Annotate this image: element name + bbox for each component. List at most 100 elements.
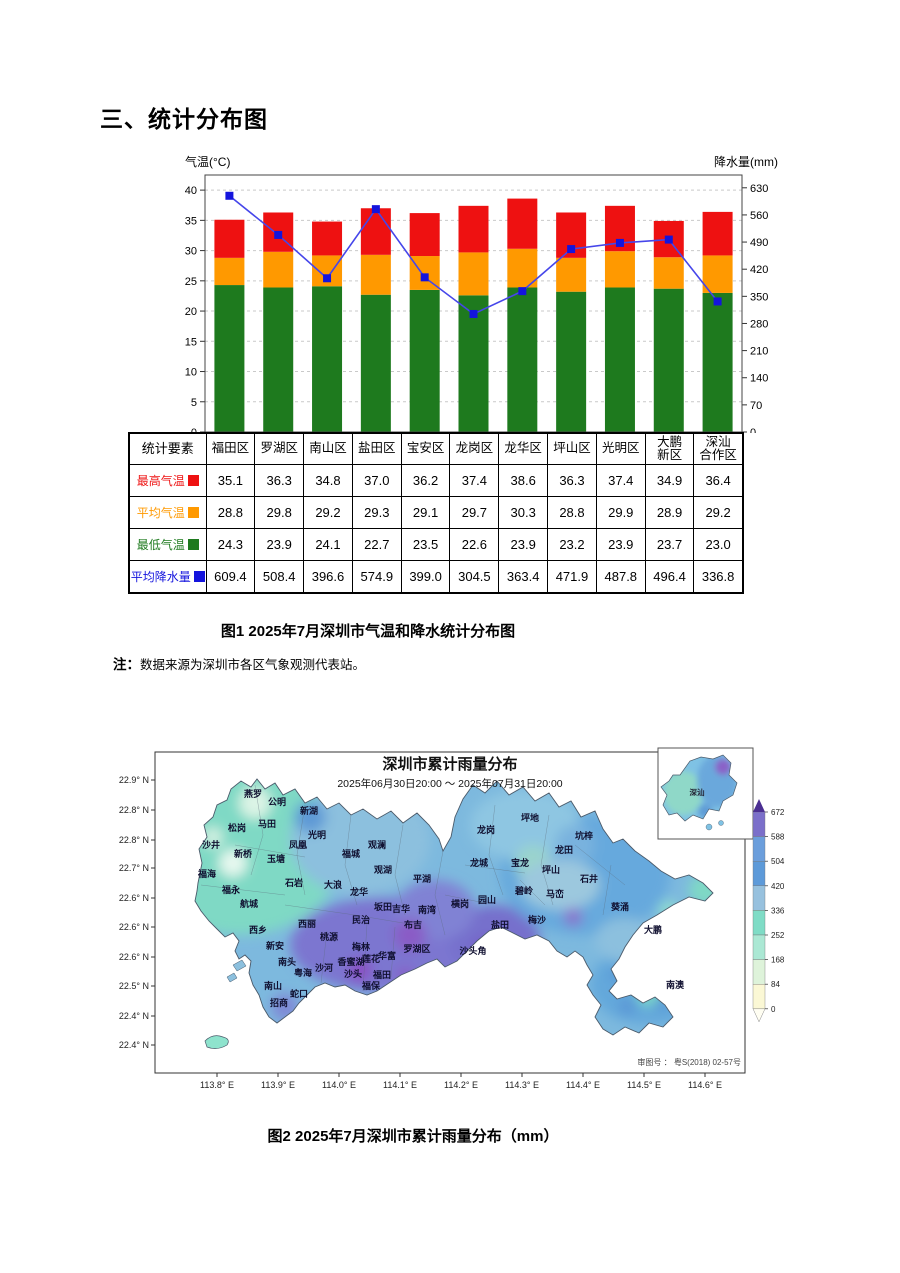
bars-group xyxy=(214,198,733,432)
left-tick-label: 20 xyxy=(185,306,197,318)
table-body: 最高气温 35.1 36.3 34.8 37.0 36.2 37.4 38.6 36.3 37.4… xyxy=(128,464,744,593)
map-place-label: 公明 xyxy=(268,797,286,807)
map-place-label: 布吉 xyxy=(403,919,422,930)
table-row: 最低气温 24.3 23.9 24.1 22.7 23.5 22.6 23.9 23.2 23.9… xyxy=(128,528,744,561)
right-tick-label: 140 xyxy=(750,373,768,385)
value-cell: 471.9 xyxy=(547,560,597,593)
lon-tick-label: 114.4° E xyxy=(566,1080,600,1090)
value-cell: 29.8 xyxy=(254,496,305,529)
map-place-label: 福海 xyxy=(197,868,216,879)
note-text: 数据来源为深圳市各区气象观测代表站。 xyxy=(140,658,366,672)
colorbar-tick-label: 168 xyxy=(771,956,785,965)
right-tick-label: 630 xyxy=(750,183,768,195)
map-place-label: 沙河 xyxy=(315,962,333,973)
small-islands xyxy=(226,959,247,983)
map-place-label: 石岩 xyxy=(284,877,303,888)
precip-marker xyxy=(323,274,332,283)
bar-segment-max xyxy=(360,208,391,255)
map-place-label: 福永 xyxy=(221,884,241,895)
value-cell: 29.9 xyxy=(595,496,646,529)
map-place-label: 松岗 xyxy=(228,822,246,833)
map-place-label: 莲花 xyxy=(362,953,380,964)
lon-tick-label: 114.0° E xyxy=(322,1080,356,1090)
bar-segment-min xyxy=(702,292,733,432)
value-cell: 23.0 xyxy=(693,528,744,561)
coastline xyxy=(194,778,714,1036)
map-place-label: 香蜜湖 xyxy=(336,956,364,967)
value-cell: 36.2 xyxy=(400,464,451,497)
map-place-label: 盐田 xyxy=(491,919,509,930)
map-place-label: 华富 xyxy=(378,950,396,961)
district-header-cell: 坪山区 xyxy=(547,432,597,465)
value-cell: 23.5 xyxy=(400,528,451,561)
value-cell: 36.4 xyxy=(693,464,744,497)
legend-swatch xyxy=(193,570,205,582)
district-header-cell: 南山区 xyxy=(303,432,353,465)
map-place-label: 观湖 xyxy=(374,864,392,875)
bar-segment-min xyxy=(360,294,391,432)
map-place-label: 观澜 xyxy=(368,839,386,850)
bar-segment-min xyxy=(653,288,684,432)
map-place-label: 福保 xyxy=(361,980,381,991)
value-cell: 28.8 xyxy=(547,496,597,529)
value-cell: 23.2 xyxy=(547,528,597,561)
map-place-label: 横岗 xyxy=(451,898,469,909)
map-place-label: 吉华 xyxy=(392,903,410,914)
precip-marker xyxy=(274,230,283,239)
bar-segment-avg xyxy=(263,251,294,288)
map-title: 深圳市累计雨量分布 xyxy=(382,755,517,773)
colorbar-tick-label: 588 xyxy=(771,833,785,842)
precip-marker xyxy=(615,238,624,247)
lon-axis: 113.8° E 113.9° E 114.0° E 114.1° E 114.2° E… xyxy=(200,1073,722,1090)
value-cell: 23.9 xyxy=(498,528,549,561)
map-place-label: 马田 xyxy=(258,819,276,829)
value-cell: 24.3 xyxy=(205,528,256,561)
chart-svg: 气温(°C) 降水量(mm) 0 5 10 15 20 25 30 35 40 0 70 140 210… xyxy=(185,154,778,439)
map-place-label: 西乡 xyxy=(249,925,267,935)
map-place-label: 梅沙 xyxy=(528,914,546,925)
right-tick-label: 280 xyxy=(750,318,768,330)
district-header-cell: 罗湖区 xyxy=(254,432,305,465)
left-axis-title: 气温(°C) xyxy=(185,154,230,169)
bar-segment-avg xyxy=(653,257,684,289)
value-cell: 29.3 xyxy=(351,496,402,529)
bar-segment-avg xyxy=(360,254,391,295)
colorbar: 672 588 504 420 336 252 168 84 0 xyxy=(752,799,785,1023)
right-tick-label: 210 xyxy=(750,346,768,358)
right-tick-label: 350 xyxy=(750,291,768,303)
left-tick-label: 10 xyxy=(185,367,197,379)
map-place-label: 葵涌 xyxy=(610,901,629,912)
lon-tick-label: 113.8° E xyxy=(200,1080,234,1090)
map-place-label: 西丽 xyxy=(298,919,316,929)
map-place-label: 梅林 xyxy=(352,941,371,952)
left-tick-label: 5 xyxy=(191,397,197,409)
table-header: 统计要素 福田区 罗湖区 南山区 盐田区 宝安区 龙岗区 龙华区 坪山区 光明区 大鹏 新区 深汕 合作区 xyxy=(128,432,744,465)
right-tick-label: 0 xyxy=(750,427,756,433)
map-place-label: 福田 xyxy=(372,969,391,980)
value-cell: 36.3 xyxy=(254,464,305,497)
bar-segment-avg xyxy=(556,257,587,292)
right-tick-label: 420 xyxy=(750,264,768,276)
right-axis-title: 降水量(mm) xyxy=(714,155,778,169)
lat-tick-label: 22.6° N xyxy=(119,893,149,903)
map-place-label: 民治 xyxy=(352,914,370,925)
row-label: 最低气温 xyxy=(128,528,207,561)
map-place-label: 南澳 xyxy=(666,979,685,990)
bar-segment-min xyxy=(409,289,440,432)
value-cell: 23.7 xyxy=(644,528,695,561)
lon-tick-label: 114.5° E xyxy=(627,1080,661,1090)
legend-swatch xyxy=(187,539,199,550)
precip-marker xyxy=(371,205,380,214)
map-place-label: 南山 xyxy=(264,980,282,991)
value-cell: 22.6 xyxy=(449,528,500,561)
right-tick-label: 70 xyxy=(750,400,762,412)
map-place-label: 蛇口 xyxy=(290,988,308,999)
lat-tick-label: 22.4° N xyxy=(119,1040,149,1050)
lon-tick-label: 114.3° E xyxy=(505,1080,539,1090)
statistics-table: 统计要素 福田区 罗湖区 南山区 盐田区 宝安区 龙岗区 龙华区 坪山区 光明区 大鹏 新区 深汕 合作区… xyxy=(128,432,744,594)
colorbar-tick-label: 252 xyxy=(771,931,785,940)
map-place-label: 航城 xyxy=(240,898,258,909)
figure1-caption: 图1 2025年7月深圳市气温和降水统计分布图 xyxy=(220,623,516,640)
value-cell: 29.2 xyxy=(693,496,744,529)
